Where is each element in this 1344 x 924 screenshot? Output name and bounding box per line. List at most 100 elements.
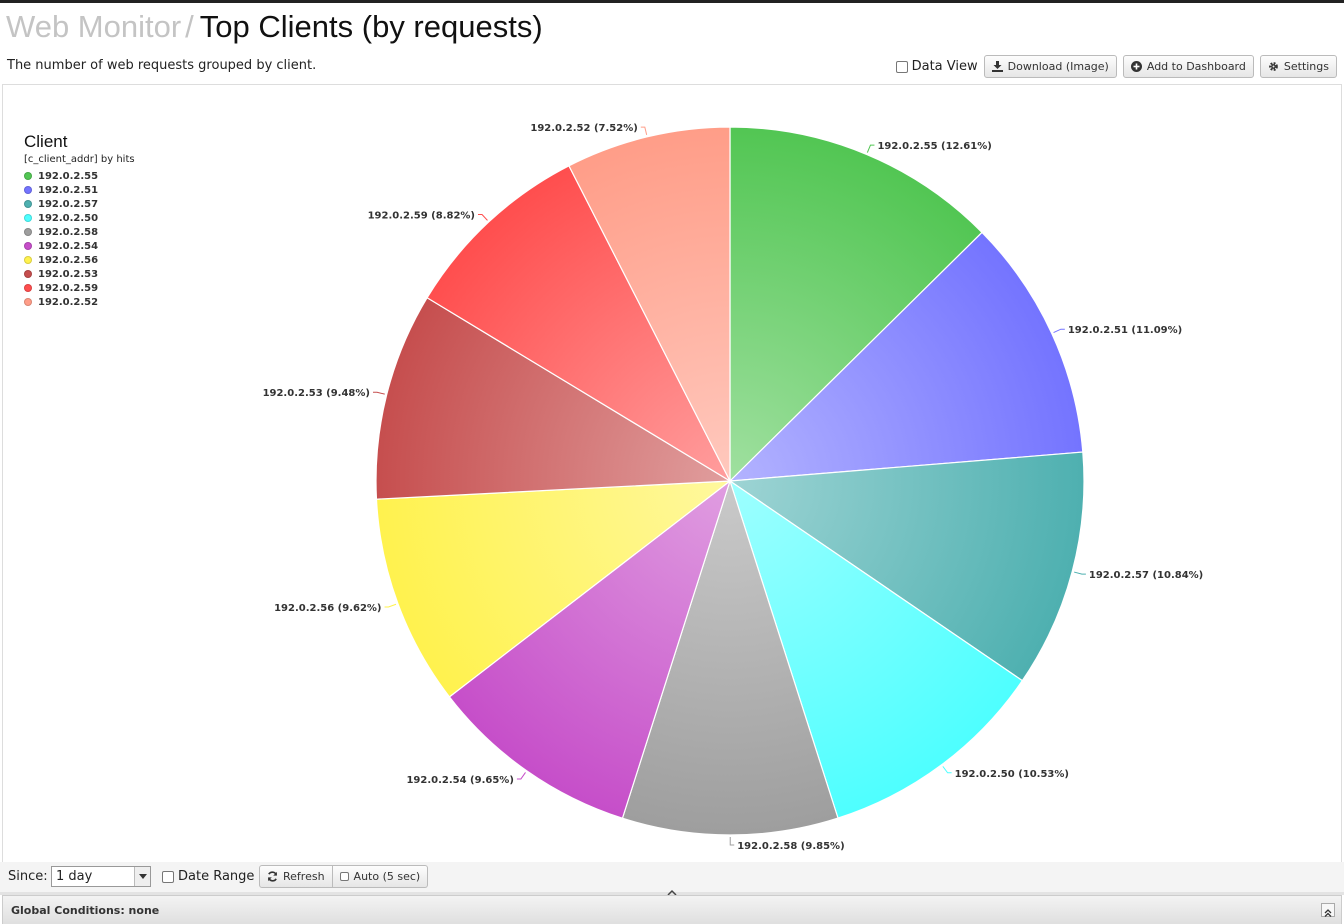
since-label: Since: — [8, 869, 48, 884]
chevron-down-icon[interactable] — [134, 867, 150, 886]
pie-slice-label: 192.0.2.50 (10.53%) — [955, 769, 1069, 780]
legend-swatch — [24, 284, 32, 292]
plus-circle-icon — [1130, 61, 1142, 72]
settings-button[interactable]: Settings — [1259, 55, 1337, 78]
legend-items: 192.0.2.55 192.0.2.51 192.0.2.57 192.0.2.50… — [24, 169, 135, 309]
data-view-checkbox[interactable] — [895, 60, 908, 73]
legend-label: 192.0.2.57 — [38, 198, 99, 210]
pie-label-connector — [1053, 328, 1065, 333]
pie-label-connector — [942, 766, 952, 774]
legend-subtitle: [c_client_addr] by hits — [24, 154, 135, 165]
pie-slice[interactable] — [728, 451, 1085, 682]
legend-swatch — [24, 172, 32, 180]
pie-slice-label: 192.0.2.59 (8.82%) — [368, 211, 475, 222]
pie-slice-label: 192.0.2.58 (9.85%) — [737, 841, 844, 852]
pie-slice-label: 192.0.2.52 (7.52%) — [530, 123, 637, 134]
legend-item[interactable]: 192.0.2.50 — [24, 211, 135, 225]
legend-swatch — [24, 242, 32, 250]
pie-slice-label: 192.0.2.57 (10.84%) — [1089, 570, 1203, 581]
breadcrumb-web-monitor[interactable]: Web Monitor — [6, 9, 182, 44]
legend-swatch — [24, 256, 32, 264]
pie-slice-label: 192.0.2.55 (12.61%) — [877, 141, 991, 152]
refresh-icon — [268, 871, 277, 882]
legend-item[interactable]: 192.0.2.56 — [24, 253, 135, 267]
pie-chart: 192.0.2.55 (12.61%) 192.0.2.51 (11.09%) 19… — [263, 123, 1204, 852]
pie-slice[interactable] — [375, 296, 732, 500]
pie-slice[interactable] — [375, 480, 732, 698]
pie-label-connector — [372, 391, 385, 395]
add-to-dashboard-label: Add to Dashboard — [1146, 60, 1246, 73]
collapse-icon[interactable] — [1321, 903, 1335, 917]
legend-label: 192.0.2.55 — [38, 170, 99, 182]
pie-slice[interactable] — [621, 479, 839, 836]
legend-label: 192.0.2.53 — [38, 268, 99, 280]
legend-item[interactable]: 192.0.2.55 — [24, 169, 135, 183]
settings-label: Settings — [1283, 60, 1329, 73]
legend-item[interactable]: 192.0.2.52 — [24, 295, 135, 309]
date-range-toggle[interactable]: Date Range — [162, 869, 254, 884]
resize-grip-icon[interactable] — [657, 889, 687, 897]
page-title: Web Monitor / Top Clients (by requests) — [6, 9, 543, 45]
chart-panel — [2, 84, 1342, 862]
pie-slice[interactable] — [448, 479, 732, 820]
legend-item[interactable]: 192.0.2.51 — [24, 183, 135, 197]
date-range-checkbox[interactable] — [162, 870, 174, 883]
pie-label-connector — [478, 214, 488, 221]
pie-label-connector — [1074, 571, 1086, 575]
breadcrumb-separator: / — [185, 9, 194, 44]
legend-label: 192.0.2.50 — [38, 212, 99, 224]
legend-label: 192.0.2.58 — [38, 226, 99, 238]
refresh-label: Refresh — [283, 870, 325, 883]
report-description: The number of web requests grouped by cl… — [7, 58, 317, 73]
page-header: Web Monitor / Top Clients (by requests) Th… — [0, 3, 1344, 83]
date-range-label: Date Range — [178, 869, 255, 884]
global-conditions-text: Global Conditions: none — [11, 904, 160, 917]
data-view-toggle[interactable]: Data View — [895, 59, 978, 74]
legend-item[interactable]: 192.0.2.58 — [24, 225, 135, 239]
pie-label-connector — [640, 126, 648, 136]
pie-slice-label: 192.0.2.51 (11.09%) — [1068, 325, 1182, 336]
pie-slice[interactable] — [728, 231, 1084, 482]
pie-slice-label: 192.0.2.56 (9.62%) — [274, 603, 381, 614]
data-view-label: Data View — [911, 59, 978, 74]
pie-label-connector — [516, 772, 526, 780]
pie-label-connector — [729, 836, 735, 846]
legend-label: 192.0.2.56 — [38, 254, 99, 266]
since-select-value: 1 day — [56, 869, 93, 884]
legend-swatch — [24, 200, 32, 208]
legend-swatch — [24, 214, 32, 222]
report-title: Top Clients (by requests) — [199, 9, 543, 44]
pie-slice[interactable] — [568, 126, 731, 482]
download-icon — [991, 61, 1003, 72]
legend-label: 192.0.2.52 — [38, 296, 99, 308]
legend-title: Client — [24, 132, 68, 151]
report-toolbar: Data View Download (Image) Add to Dashbo… — [895, 55, 1337, 78]
legend-swatch — [24, 228, 32, 236]
legend-label: 192.0.2.54 — [38, 240, 99, 252]
legend-label: 192.0.2.59 — [38, 282, 99, 294]
add-to-dashboard-button[interactable]: Add to Dashboard — [1122, 55, 1254, 78]
global-conditions-bar[interactable]: Global Conditions: none — [2, 895, 1342, 924]
auto-refresh-label: Auto (5 sec) — [353, 870, 421, 883]
refresh-button[interactable]: Refresh — [259, 865, 333, 888]
legend-swatch — [24, 186, 32, 194]
pie-slice[interactable] — [729, 126, 983, 483]
legend-item[interactable]: 192.0.2.59 — [24, 281, 135, 295]
pie-slice-label: 192.0.2.54 (9.65%) — [406, 775, 513, 786]
download-label: Download (Image) — [1007, 60, 1109, 73]
legend-label: 192.0.2.51 — [38, 184, 99, 196]
auto-refresh-toggle[interactable]: Auto (5 sec) — [332, 865, 429, 888]
auto-refresh-checkbox[interactable] — [339, 872, 349, 881]
legend-item[interactable]: 192.0.2.54 — [24, 239, 135, 253]
pie-slice[interactable] — [728, 479, 1024, 819]
legend-item[interactable]: 192.0.2.53 — [24, 267, 135, 281]
chart-legend: Client [c_client_addr] by hits 192.0.2.5… — [24, 132, 135, 309]
since-select[interactable]: 1 day — [51, 866, 151, 887]
pie-slice[interactable] — [426, 164, 732, 483]
panel-divider — [0, 892, 1344, 895]
pie-label-connector — [866, 144, 875, 153]
gear-icon — [1268, 62, 1278, 71]
time-controls: Since: 1 day Date Range Refresh Auto (5 … — [0, 862, 1344, 892]
download-image-button[interactable]: Download (Image) — [983, 55, 1117, 78]
legend-item[interactable]: 192.0.2.57 — [24, 197, 135, 211]
